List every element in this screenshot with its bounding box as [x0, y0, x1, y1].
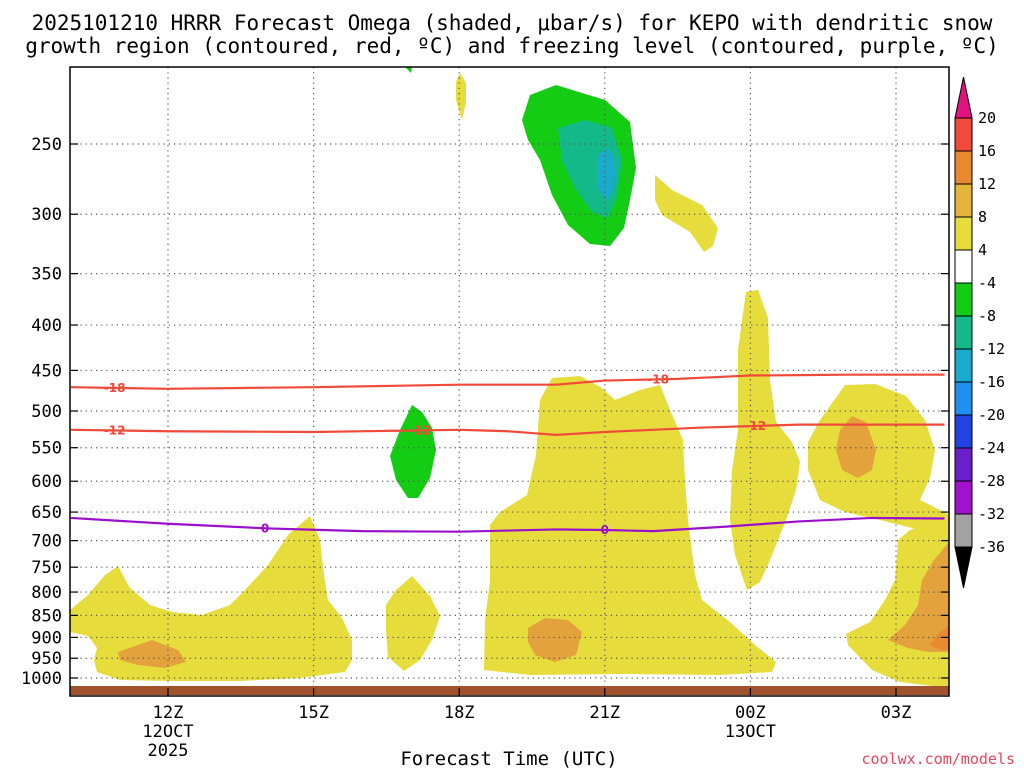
chart-title-line-2: growth region (contoured, red, ºC) and f…: [25, 34, 999, 58]
watermark: coolwx.com/models: [861, 750, 1015, 768]
negative-omega-4-8-17z: [390, 405, 436, 498]
positive-omega-8-16-right-edge: [888, 542, 949, 652]
contour-dgz-minus-18: [70, 373, 945, 390]
y-tick-label-450: 450: [31, 361, 62, 381]
positive-omega-8-12-20z: [528, 618, 582, 662]
contour-label-dgz-minus-12-1: -12: [410, 423, 432, 437]
grid-lines: [70, 67, 949, 696]
colorbar-swatch-2: [954, 150, 973, 185]
temperature-contours: -18 -18 -12 -12 -12 0 0: [70, 372, 945, 537]
chart-title-line-1: 2025101210 HRRR Forecast Omega (shaded, …: [32, 11, 993, 35]
colorbar-label-11: -28: [978, 472, 1005, 490]
ground-terrain-bar: [70, 686, 949, 695]
x-tick-label-21Z: 21Z: [589, 703, 620, 723]
colorbar-swatch-4: [954, 216, 973, 251]
x-tick-label-18Z: 18Z: [444, 703, 475, 723]
colorbar-label-9: -20: [978, 406, 1005, 424]
x-tick-label-12Z: 12Z: [153, 703, 184, 723]
colorbar-bottom-arrow: [954, 546, 973, 589]
positive-omega-4-8-02z: [808, 384, 949, 530]
x-tick-year-12Z: 2025: [148, 741, 189, 761]
positive-omega-8-12-02z: [836, 416, 876, 478]
colorbar-swatch-1: [954, 117, 973, 152]
contour-freezing-level: [70, 516, 945, 533]
contour-dgz-minus-12: [70, 423, 945, 437]
colorbar-top-arrow: [954, 76, 973, 119]
y-tick-label-700: 700: [31, 532, 62, 552]
colorbar-label-0: 20: [978, 109, 996, 127]
colorbar-label-12: -32: [978, 505, 1005, 523]
positive-omega-4-8-17z: [386, 576, 440, 671]
y-tick-label-300: 300: [31, 205, 62, 225]
y-tick-label-350: 350: [31, 265, 62, 285]
positive-omega-4-8-left-bottom: [70, 516, 352, 681]
x-tick-label-15Z: 15Z: [298, 703, 329, 723]
y-tick-label-600: 600: [31, 472, 62, 492]
colorbar-swatch-12: [954, 480, 973, 515]
y-tick-label-400: 400: [31, 316, 62, 336]
contour-label-dgz-minus-18-1: -18: [647, 372, 669, 386]
x-tick-label-00Z: 00Z: [735, 703, 766, 723]
colorbar-swatch-11: [954, 447, 973, 482]
contour-label-dgz-minus-18-0: -18: [104, 381, 126, 395]
y-tick-label-550: 550: [31, 439, 62, 459]
x-axis-title: Forecast Time (UTC): [400, 748, 617, 768]
positive-omega-4-8-upper: [456, 73, 718, 252]
x-tick-label-03Z: 03Z: [881, 703, 912, 723]
y-tick-label-950: 950: [31, 649, 62, 669]
y-axis: 2503003504004505005506006507007508008509…: [21, 135, 949, 689]
colorbar-swatch-9: [954, 381, 973, 416]
x-tick-date-12Z: 12OCT: [142, 722, 193, 742]
colorbar-swatch-3: [954, 183, 973, 218]
y-tick-label-800: 800: [31, 583, 62, 603]
colorbar-label-5: -4: [978, 274, 996, 292]
omega-shading: [70, 67, 949, 688]
colorbar-label-10: -24: [978, 439, 1005, 457]
colorbar-label-7: -12: [978, 340, 1005, 358]
positive-omega-4-8-central: [484, 376, 776, 675]
colorbar-label-1: 16: [978, 142, 996, 160]
y-tick-label-1000: 1000: [21, 669, 62, 689]
colorbar-label-2: 12: [978, 175, 996, 193]
y-tick-label-900: 900: [31, 628, 62, 648]
y-tick-label-650: 650: [31, 503, 62, 523]
colorbar-swatch-7: [954, 315, 973, 350]
colorbar-label-3: 8: [978, 208, 987, 226]
y-tick-label-750: 750: [31, 558, 62, 578]
contour-label-dgz-minus-12-0: -12: [104, 423, 126, 437]
colorbar-label-8: -16: [978, 373, 1005, 391]
y-tick-label-850: 850: [31, 606, 62, 626]
colorbar-label-4: 4: [978, 241, 987, 259]
colorbar-swatch-6: [954, 282, 973, 317]
y-tick-label-250: 250: [31, 135, 62, 155]
contour-label-freezing-level-0: 0: [261, 521, 269, 535]
contour-label-dgz-minus-12-2: -12: [744, 419, 766, 433]
positive-omega-4-8-00z-column: [730, 290, 800, 590]
positive-omega-8-12-left: [118, 640, 186, 668]
x-tick-date-00Z: 13OCT: [725, 722, 776, 742]
contour-label-freezing-level-1: 0: [601, 523, 609, 537]
colorbar-label-13: -36: [978, 538, 1005, 556]
y-tick-label-500: 500: [31, 402, 62, 422]
colorbar: 20 16 12 8 4 -4 -8 -12 -16 -20 -24 -28 -32 -36: [954, 76, 1005, 589]
plot-border: [69, 66, 950, 697]
negative-omega-12-16-upper-21z: [598, 148, 616, 200]
colorbar-swatch-5: [954, 249, 973, 284]
colorbar-label-6: -8: [978, 307, 996, 325]
colorbar-swatch-8: [954, 348, 973, 383]
colorbar-swatch-13: [954, 513, 973, 548]
colorbar-swatch-10: [954, 414, 973, 449]
negative-omega-sliver-17z: [405, 67, 412, 73]
